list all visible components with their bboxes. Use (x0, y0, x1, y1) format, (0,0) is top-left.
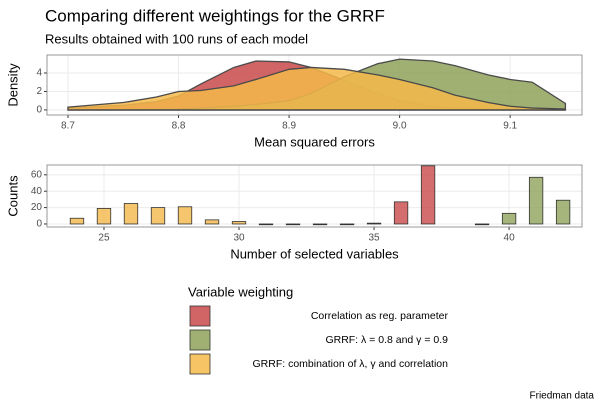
panel-border (46, 54, 583, 116)
bar (96, 208, 112, 225)
x-tick-label: 8.8 (172, 121, 186, 132)
legend-key (189, 305, 211, 327)
bar (150, 207, 166, 225)
y-tick-label: 4 (36, 68, 42, 79)
bar (69, 217, 85, 225)
bar (501, 212, 517, 225)
x-tick-label: 30 (233, 233, 245, 244)
chart-subtitle: Results obtained with 100 runs of each m… (45, 31, 308, 46)
y-axis-label: Density (5, 63, 20, 107)
y-tick-label: 0 (36, 219, 42, 230)
bar (366, 222, 382, 225)
y-tick-label: 40 (31, 186, 43, 197)
legend-label: GRRF: λ = 0.8 and γ = 0.9 (325, 334, 448, 346)
legend-title: Variable weighting (188, 284, 293, 299)
bar (474, 223, 490, 226)
x-axis-label: Number of selected variables (230, 246, 399, 261)
y-tick-label: 0 (36, 105, 42, 116)
y-axis-label: Counts (5, 175, 20, 217)
x-tick-label: 8.9 (282, 121, 296, 132)
bar (528, 176, 544, 225)
x-tick-label: 8.7 (61, 121, 75, 132)
x-tick-label: 9.1 (503, 121, 517, 132)
bar (258, 223, 274, 226)
bar (420, 165, 436, 225)
y-tick-label: 60 (31, 169, 43, 180)
legend-key (189, 353, 211, 375)
y-tick-label: 20 (31, 202, 43, 213)
density-area (67, 66, 567, 111)
bar (312, 223, 328, 226)
bar (285, 223, 301, 226)
y-tick-label: 2 (36, 86, 42, 97)
bar (339, 223, 355, 226)
legend-label: GRRF: combination of λ, γ and correlatio… (252, 358, 448, 370)
bar (123, 203, 139, 225)
legend-key (189, 329, 211, 351)
bar (555, 199, 571, 225)
x-axis-label: Mean squared errors (254, 134, 375, 149)
bar (231, 221, 247, 225)
bar (177, 206, 193, 225)
bar (204, 219, 220, 225)
x-tick-label: 25 (98, 233, 110, 244)
x-tick-label: 9.0 (393, 121, 407, 132)
chart-title: Comparing different weightings for the G… (45, 6, 385, 25)
caption: Friedman data (530, 391, 595, 402)
x-tick-label: 35 (368, 233, 380, 244)
legend-label: Correlation as reg. parameter (311, 310, 449, 322)
bar (393, 201, 409, 225)
x-tick-label: 40 (504, 233, 516, 244)
panel-border (46, 164, 583, 228)
